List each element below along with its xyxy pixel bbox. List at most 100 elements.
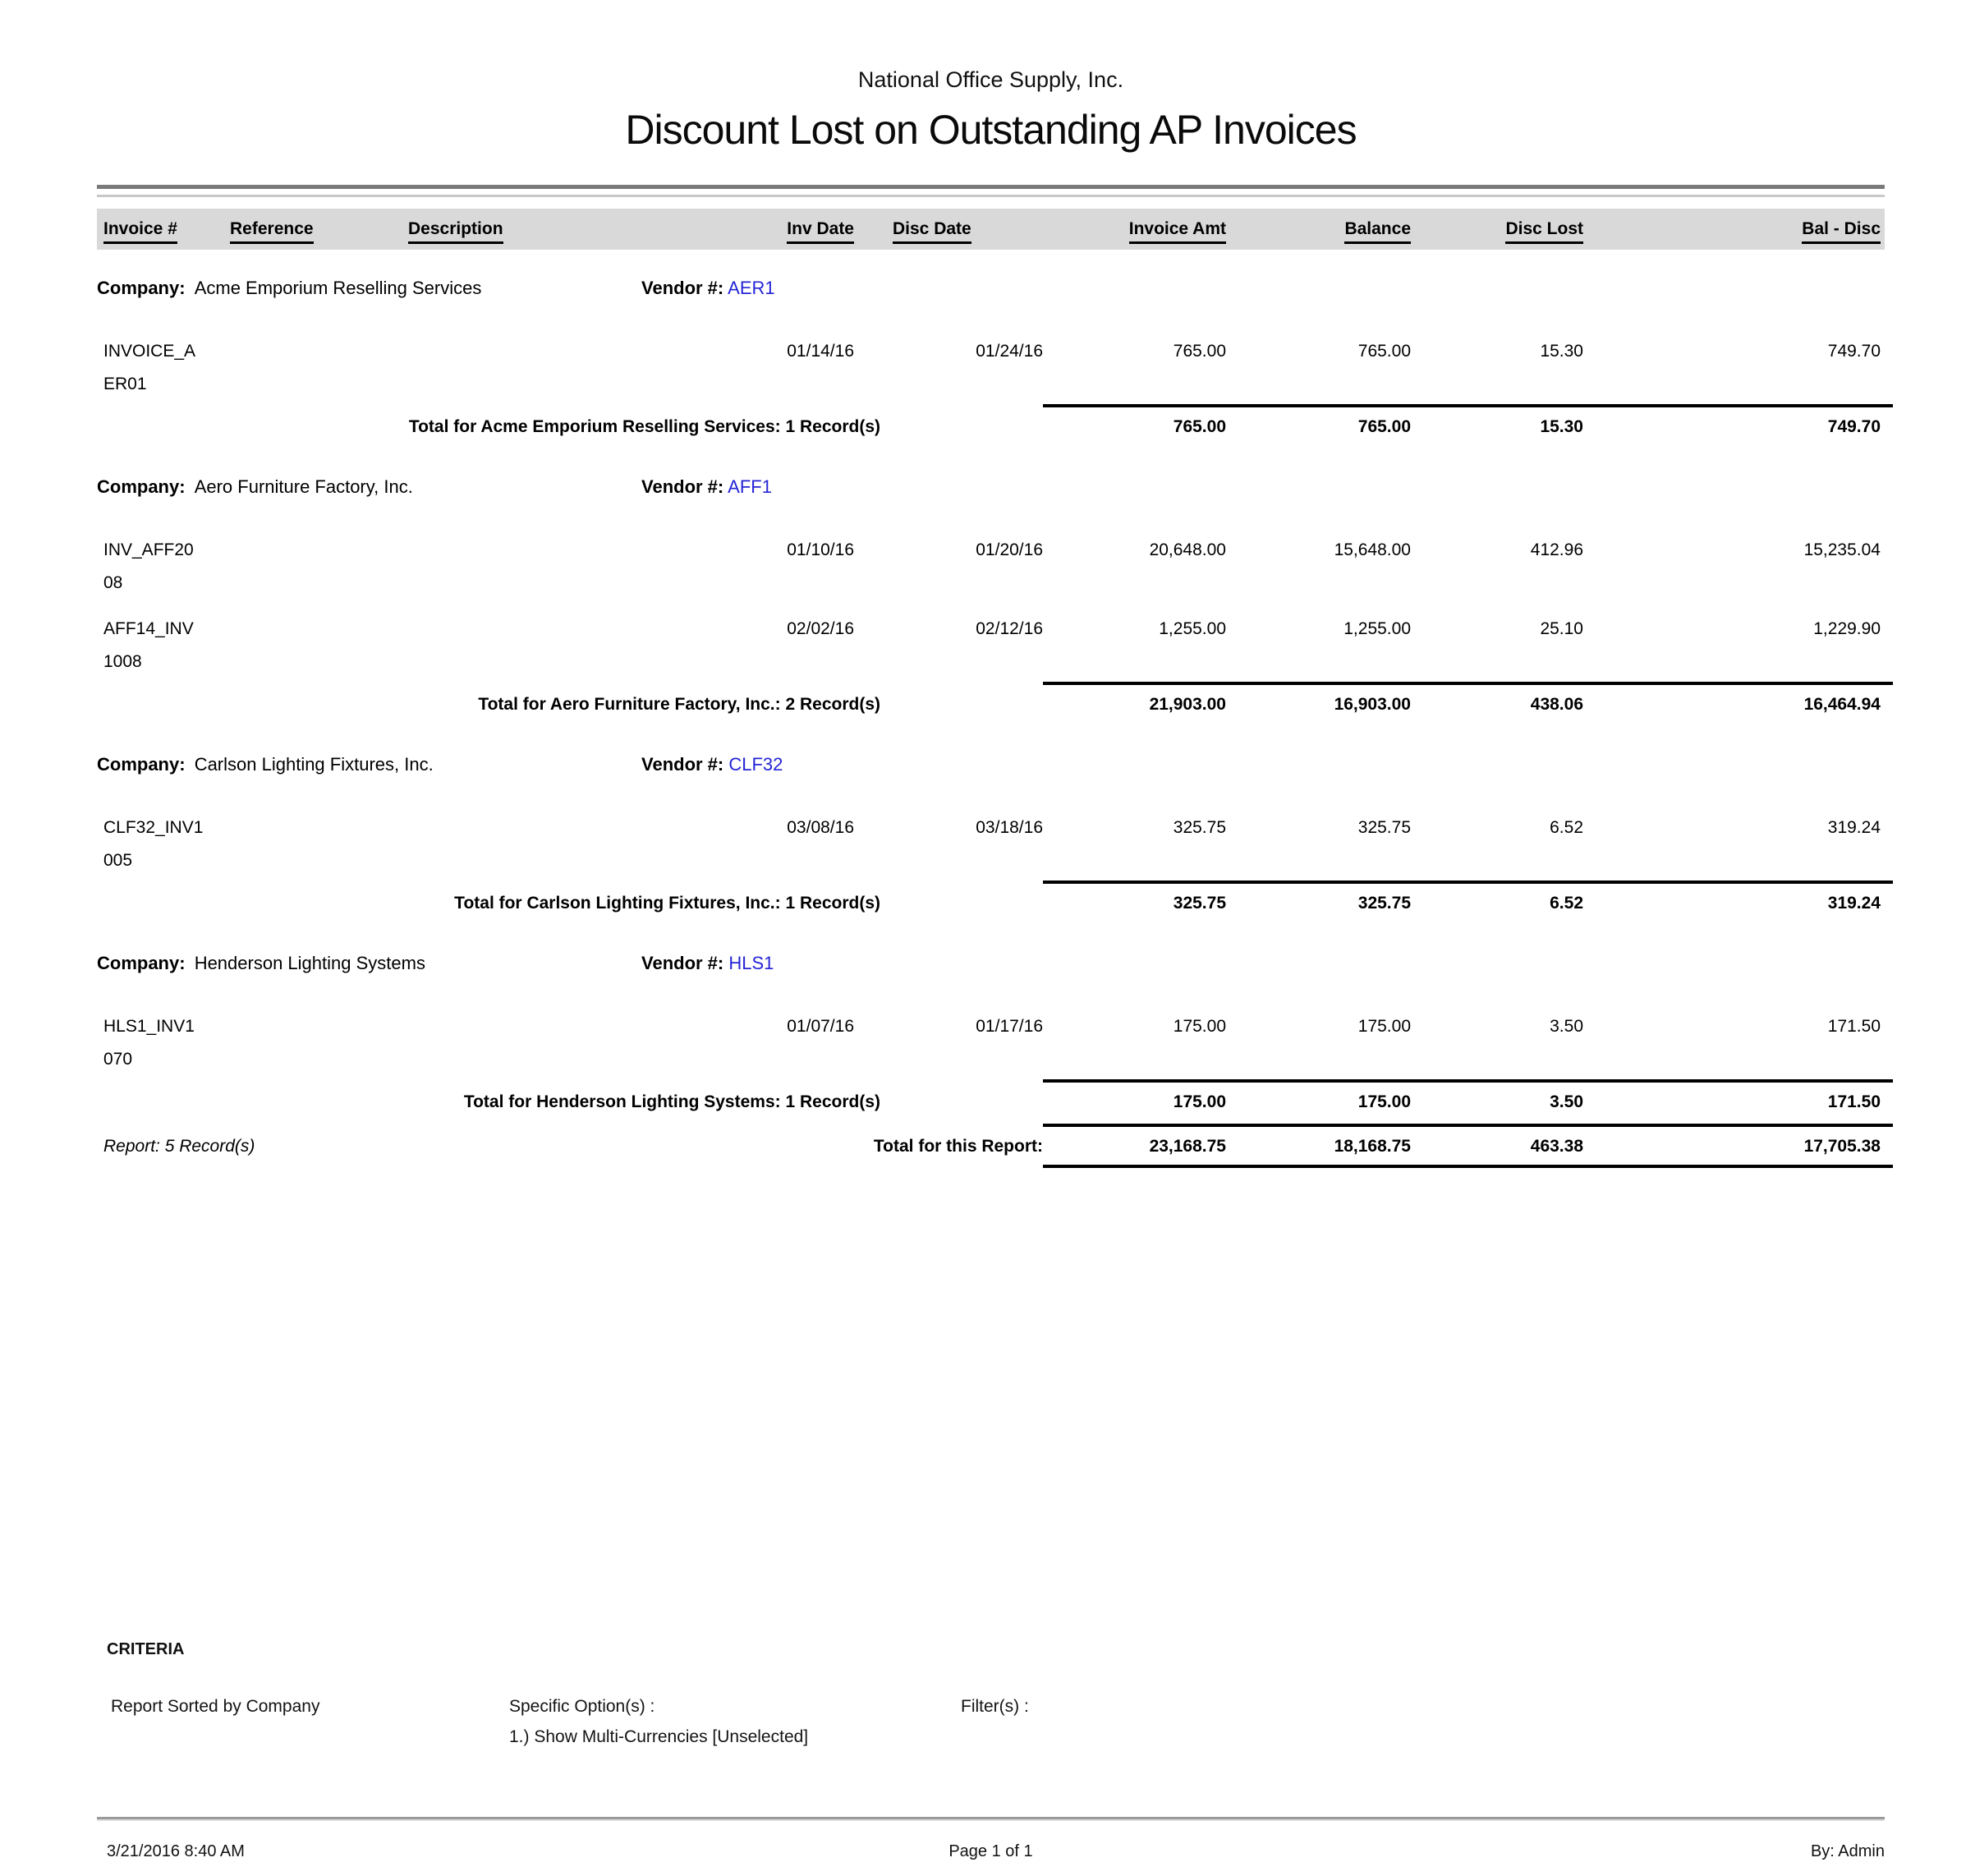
col-header-disc-date: Disc Date — [854, 219, 1043, 244]
vendor-label: Vendor #: — [641, 953, 724, 973]
description-cell — [408, 812, 764, 877]
company-name: Carlson Lighting Fixtures, Inc. — [194, 754, 434, 775]
group-total-balance: 175.00 — [1357, 1092, 1411, 1111]
group-total-disc-lost: 15.30 — [1540, 417, 1583, 436]
disc-lost-cell: 15.30 — [1540, 342, 1583, 361]
inv-date-cell: 01/07/16 — [787, 1017, 854, 1036]
vendor-code-link[interactable]: CLF32 — [728, 754, 783, 775]
col-header-reference: Reference — [230, 219, 408, 244]
disc-date-cell: 01/24/16 — [976, 342, 1043, 361]
footer: 3/21/2016 8:40 AM Page 1 of 1 By: Admin — [97, 1842, 1885, 1861]
group-total-disc-lost: 3.50 — [1550, 1092, 1583, 1111]
report-total-balance: 18,168.75 — [1334, 1137, 1411, 1156]
description-cell — [408, 534, 764, 600]
bal-disc-cell: 15,235.04 — [1803, 540, 1881, 559]
balance-cell: 765.00 — [1357, 342, 1411, 361]
balance-cell: 325.75 — [1357, 818, 1411, 837]
reference-cell — [230, 534, 408, 600]
reference-cell — [230, 613, 408, 678]
report-total-invoice-amt: 23,168.75 — [1149, 1137, 1226, 1156]
invoice-row: HLS1_INV1 070 01/07/16 01/17/16 175.00 1… — [97, 1010, 1885, 1076]
group-total-bal-disc: 319.24 — [1827, 894, 1881, 913]
criteria-heading: CRITERIA — [107, 1640, 185, 1658]
vendor-code-link[interactable]: AFF1 — [728, 476, 772, 497]
criteria-section: Report Sorted by Company Specific Option… — [97, 1697, 1885, 1773]
report-total-label: Total for this Report: — [873, 1137, 1043, 1156]
group-total-balance: 765.00 — [1357, 417, 1411, 436]
group-total-label: Total for Carlson Lighting Fixtures, Inc… — [454, 894, 880, 913]
group-total-disc-lost: 6.52 — [1550, 894, 1583, 913]
report-total-separator-top — [1043, 1124, 1893, 1127]
vendor-label: Vendor #: — [641, 278, 724, 298]
invoice-id: AFF14_INV 1008 — [103, 619, 194, 671]
criteria-specific-options-label: Specific Option(s) : — [509, 1697, 655, 1716]
footer-rule — [97, 1817, 1885, 1819]
inv-date-cell: 02/02/16 — [787, 619, 854, 638]
bal-disc-cell: 171.50 — [1827, 1017, 1881, 1036]
col-header-inv-date: Inv Date — [764, 219, 854, 244]
group-total-row: Total for Carlson Lighting Fixtures, Inc… — [97, 894, 1885, 913]
invoice-amt-cell: 1,255.00 — [1159, 619, 1226, 638]
disc-lost-cell: 3.50 — [1550, 1017, 1583, 1036]
invoice-id: INV_AFF20 08 — [103, 540, 194, 592]
reference-cell — [230, 1010, 408, 1076]
disc-lost-cell: 412.96 — [1530, 540, 1583, 559]
group-total-balance: 325.75 — [1357, 894, 1411, 913]
footer-datetime: 3/21/2016 8:40 AM — [107, 1842, 245, 1860]
invoice-row: INVOICE_A ER01 01/14/16 01/24/16 765.00 … — [97, 335, 1885, 401]
group-total-label: Total for Aero Furniture Factory, Inc.: … — [478, 695, 880, 714]
report-records-label: Report: 5 Record(s) — [103, 1137, 255, 1156]
company-header: Company: Henderson Lighting Systems Vend… — [97, 953, 1885, 977]
report-total-disc-lost: 463.38 — [1530, 1137, 1583, 1156]
report-title: Discount Lost on Outstanding AP Invoices — [625, 107, 1357, 153]
col-header-invoice-amt: Invoice Amt — [1043, 219, 1226, 244]
disc-date-cell: 01/20/16 — [976, 540, 1043, 559]
company-header: Company: Carlson Lighting Fixtures, Inc.… — [97, 754, 1885, 779]
company-label: Company: — [97, 278, 186, 298]
description-cell — [408, 335, 764, 401]
vendor-code-link[interactable]: AER1 — [728, 278, 775, 298]
group-total-separator — [1043, 682, 1893, 685]
invoice-id: HLS1_INV1 070 — [103, 1017, 195, 1069]
group-total-invoice-amt: 765.00 — [1173, 417, 1226, 436]
footer-page-number: Page 1 of 1 — [948, 1842, 1033, 1860]
group-total-disc-lost: 438.06 — [1530, 695, 1583, 714]
balance-cell: 175.00 — [1357, 1017, 1411, 1036]
group-total-bal-disc: 16,464.94 — [1803, 695, 1881, 714]
report-total-row: Report: 5 Record(s) Total for this Repor… — [97, 1137, 1885, 1156]
title-rule-dark — [97, 185, 1885, 189]
group-total-separator — [1043, 404, 1893, 407]
description-cell — [408, 1010, 764, 1076]
invoice-amt-cell: 175.00 — [1173, 1017, 1226, 1036]
invoice-row: AFF14_INV 1008 02/02/16 02/12/16 1,255.0… — [97, 613, 1885, 678]
group-total-label: Total for Acme Emporium Reselling Servic… — [408, 417, 880, 436]
company-label: Company: — [97, 953, 186, 973]
company-header: Company: Aero Furniture Factory, Inc. Ve… — [97, 476, 1885, 501]
invoice-id: CLF32_INV1 005 — [103, 818, 204, 870]
description-cell — [408, 613, 764, 678]
company-name: Acme Emporium Reselling Services — [194, 278, 482, 298]
company-name: Henderson Lighting Systems — [194, 953, 425, 973]
group-total-label: Total for Henderson Lighting Systems: 1 … — [463, 1092, 880, 1111]
group-total-separator — [1043, 1079, 1893, 1083]
group-total-invoice-amt: 175.00 — [1173, 1092, 1226, 1111]
group-total-balance: 16,903.00 — [1334, 695, 1411, 714]
inv-date-cell: 03/08/16 — [787, 818, 854, 837]
company-label: Company: — [97, 476, 186, 497]
col-header-invoice: Invoice # — [97, 219, 230, 244]
group-total-row: Total for Aero Furniture Factory, Inc.: … — [97, 695, 1885, 715]
vendor-label: Vendor #: — [641, 754, 724, 775]
disc-date-cell: 01/17/16 — [976, 1017, 1043, 1036]
invoice-row: CLF32_INV1 005 03/08/16 03/18/16 325.75 … — [97, 812, 1885, 877]
inv-date-cell: 01/14/16 — [787, 342, 854, 361]
vendor-code-link[interactable]: HLS1 — [728, 953, 774, 973]
vendor-label: Vendor #: — [641, 476, 724, 497]
company-name: Aero Furniture Factory, Inc. — [194, 476, 413, 497]
invoice-amt-cell: 20,648.00 — [1149, 540, 1226, 559]
report-total-bal-disc: 17,705.38 — [1803, 1137, 1881, 1156]
col-header-balance: Balance — [1226, 219, 1411, 244]
col-header-disc-lost: Disc Lost — [1411, 219, 1583, 244]
inv-date-cell: 01/10/16 — [787, 540, 854, 559]
company-label: Company: — [97, 754, 186, 775]
